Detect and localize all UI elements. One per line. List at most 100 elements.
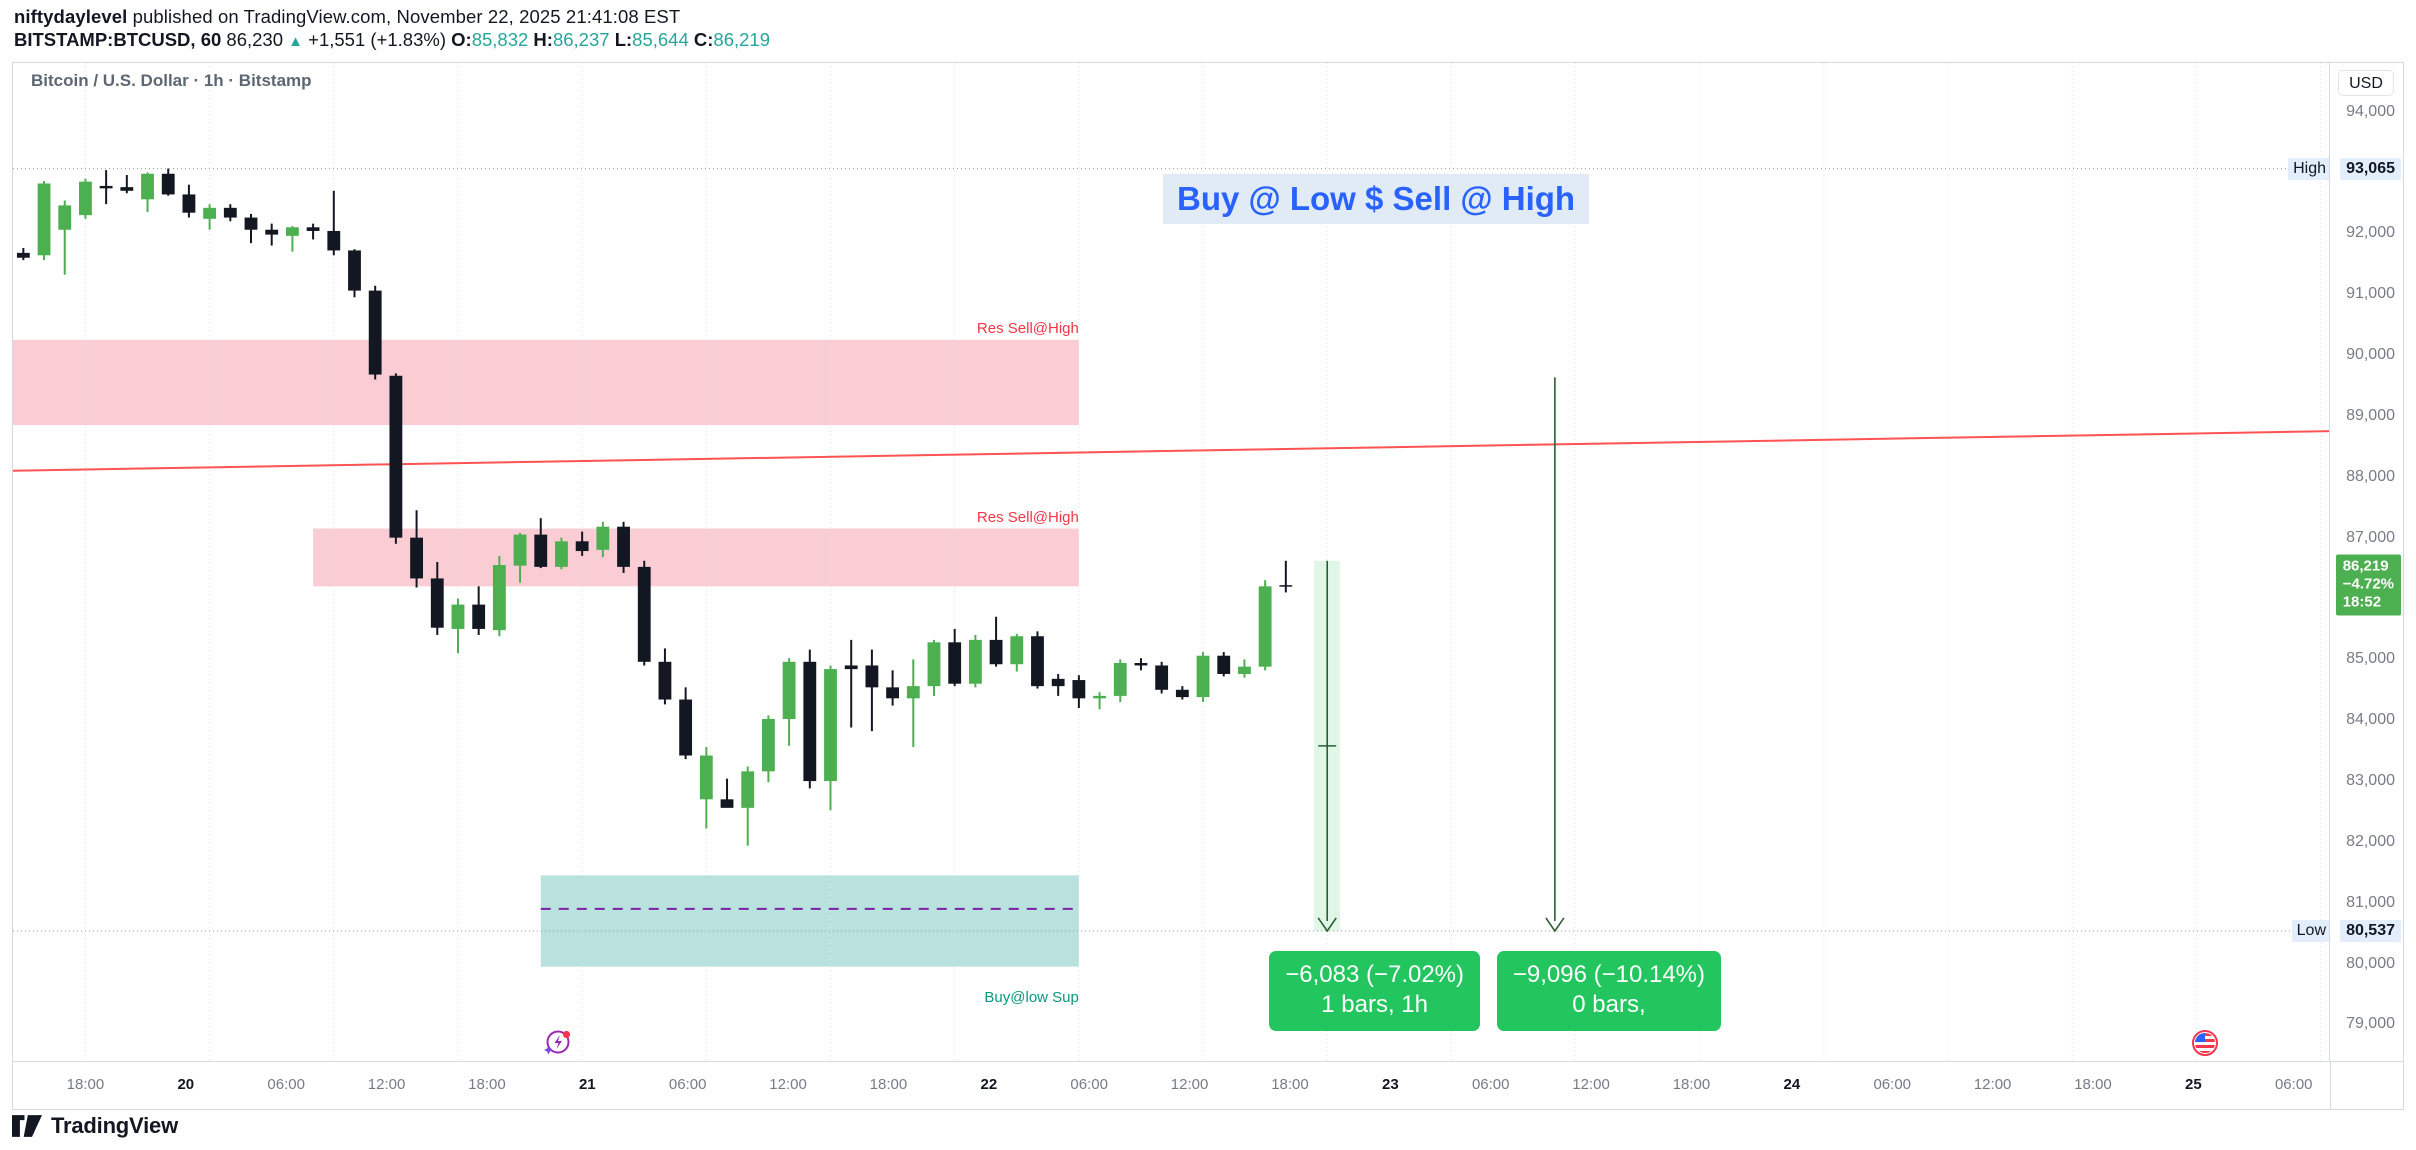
open-value: 85,832 <box>471 29 529 50</box>
candle-bearish <box>1217 655 1231 674</box>
candle-bullish <box>927 642 941 687</box>
price-axis-last-price-badge[interactable]: 86,219 −4.72% 18:52 <box>2335 554 2401 616</box>
measure-1-bars: 1 bars, 1h <box>1321 990 1428 1018</box>
plot-high-tag: High <box>2288 157 2331 180</box>
time-axis[interactable]: 18:00 20 06:00 12:00 18:00 21 06:00 12:00 18:00 2… <box>12 1062 2404 1110</box>
candle-bullish <box>37 183 51 256</box>
candle-bullish <box>596 526 610 550</box>
measure-1-delta: −6,083 (−7.02%) <box>1285 960 1465 988</box>
candle-bearish <box>844 665 858 670</box>
candle-bearish <box>534 534 548 567</box>
time-tick-hour: 12:00 <box>1170 1076 1209 1093</box>
candle-bearish <box>865 665 879 688</box>
up-triangle-icon: ▲ <box>288 33 304 50</box>
zone-support <box>540 875 1079 967</box>
time-tick-hour: 12:00 <box>1973 1076 2012 1093</box>
last-price-value: 86,219 <box>2342 557 2389 575</box>
candle-bearish <box>161 173 175 195</box>
published-text: published on TradingView.com, November 2… <box>132 6 681 27</box>
high-value: 86,237 <box>552 29 610 50</box>
candle-bearish <box>1134 663 1148 666</box>
candle-bullish <box>699 755 713 800</box>
ai-spark-icon[interactable] <box>542 1028 572 1058</box>
time-tick-day: 24 <box>1783 1076 1801 1093</box>
symbol-label[interactable]: BITSTAMP:BTCUSD, 60 <box>14 29 222 50</box>
price-tick: 88,000 <box>2346 467 2395 485</box>
currency-pill[interactable]: USD <box>2338 70 2394 96</box>
trendline <box>13 430 2331 472</box>
chart-plot-area[interactable]: Bitcoin / U.S. Dollar · 1h · Bitstamp Re… <box>13 63 2331 1061</box>
candle-bullish <box>741 771 755 808</box>
time-tick-hour: 18:00 <box>1271 1076 1309 1093</box>
candle-bearish <box>430 578 444 628</box>
chart-frame[interactable]: Bitcoin / U.S. Dollar · 1h · Bitstamp Re… <box>12 62 2404 1062</box>
candle-bullish <box>58 205 72 230</box>
candle-bearish <box>1031 636 1044 687</box>
measure-arrow-head <box>1317 917 1337 933</box>
time-tick-hour: 06:00 <box>1471 1076 1510 1093</box>
price-tick: 87,000 <box>2346 528 2395 546</box>
candle-bullish <box>824 669 837 782</box>
low-label: L: <box>614 29 633 50</box>
candle-bullish <box>79 181 92 216</box>
price-tick: 81,000 <box>2346 893 2395 911</box>
price-tick: 94,000 <box>2346 102 2395 120</box>
candle-bullish <box>1196 655 1210 698</box>
open-label: O: <box>451 29 472 50</box>
candle-bearish <box>99 185 113 189</box>
price-axis-low-value: 80,537 <box>2340 919 2401 942</box>
candle-bearish <box>1072 680 1086 699</box>
chart-header: niftydaylevel published on TradingView.c… <box>14 6 1414 53</box>
publish-line: niftydaylevel published on TradingView.c… <box>14 6 1414 28</box>
candle-bearish <box>1051 678 1065 687</box>
candle-bullish <box>141 173 154 200</box>
time-tick-hour: 18:00 <box>2074 1076 2112 1093</box>
candle-bearish <box>368 290 382 375</box>
measure-tooltip-2[interactable]: −9,096 (−10.14%) 0 bars, <box>1496 950 1722 1031</box>
candle-bearish <box>989 639 1003 665</box>
us-flag-event-icon[interactable] <box>2191 1029 2219 1057</box>
price-tick: 82,000 <box>2346 832 2395 850</box>
time-tick-hour: 06:00 <box>2274 1076 2313 1093</box>
time-tick-hour: 06:00 <box>1873 1076 1912 1093</box>
zone-label-resistance-top: Res Sell@High <box>976 319 1079 337</box>
price-axis[interactable]: USD 94,000 92,000 91,000 90,000 89,000 88,000… <box>2329 63 2403 1061</box>
measure-2-delta: −9,096 (−10.14%) <box>1512 960 1706 988</box>
candle-bearish <box>265 229 279 235</box>
measure-2-bars: 0 bars, <box>1572 990 1646 1018</box>
zone-resistance <box>13 339 1079 426</box>
measure-tooltip-1[interactable]: −6,083 (−7.02%) 1 bars, 1h <box>1269 950 1481 1031</box>
candlestick-canvas <box>13 63 2331 1061</box>
candle-bullish <box>1238 666 1251 674</box>
candle-bearish <box>120 187 134 191</box>
price-tick: 79,000 <box>2346 1015 2395 1033</box>
author-name[interactable]: niftydaylevel <box>14 6 128 27</box>
candle-bullish <box>1010 636 1024 665</box>
candle-bullish <box>555 541 568 567</box>
low-value: 85,644 <box>632 29 689 50</box>
last-price-change: −4.72% <box>2342 575 2394 593</box>
headline-annotation[interactable]: Buy @ Low $ Sell @ High <box>1163 173 1590 224</box>
candle-bullish <box>782 661 796 720</box>
candle-bearish <box>658 661 672 700</box>
tradingview-brand-text: TradingView <box>51 1113 178 1138</box>
tradingview-logo-icon <box>12 1115 42 1137</box>
time-tick-hour: 18:00 <box>1672 1076 1711 1093</box>
tradingview-footer[interactable]: TradingView <box>12 1113 178 1139</box>
candle-bearish <box>182 194 196 213</box>
close-label: C: <box>693 29 714 50</box>
zone-label-support: Buy@low Sup <box>984 988 1079 1006</box>
candle-bullish <box>968 639 982 684</box>
price-tick: 84,000 <box>2346 711 2395 729</box>
candle-bearish <box>389 375 403 538</box>
time-tick-hour: 06:00 <box>267 1076 305 1093</box>
candle-bearish <box>1279 585 1293 587</box>
candle-bearish <box>306 227 320 231</box>
chart-legend-title: Bitcoin / U.S. Dollar · 1h · Bitstamp <box>31 71 312 90</box>
price-tick: 91,000 <box>2346 285 2395 303</box>
price-change: +1,551 (+1.83%) <box>308 29 446 50</box>
candle-bullish <box>285 227 299 236</box>
candle-bullish <box>906 686 920 699</box>
candle-bearish <box>637 566 651 662</box>
